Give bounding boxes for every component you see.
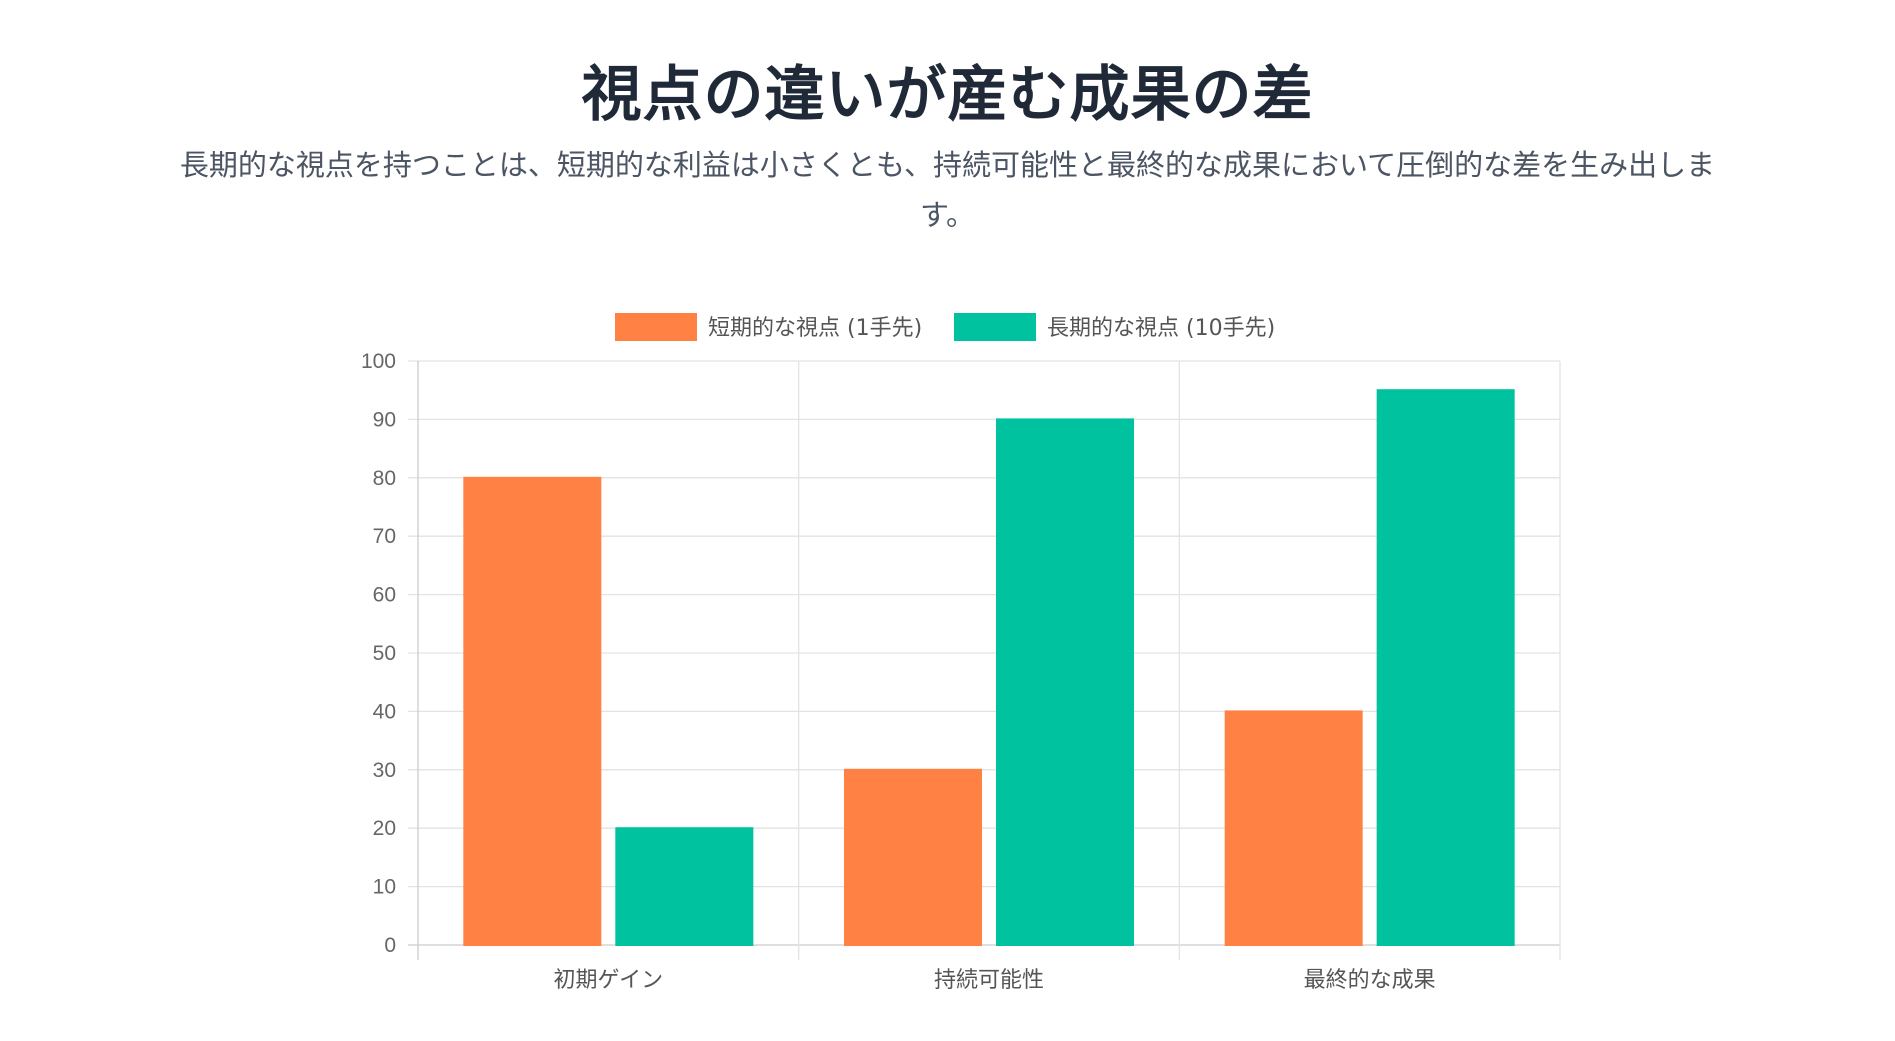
y-tick-label: 70 (373, 525, 396, 548)
x-tick-label: 持続可能性 (934, 968, 1044, 993)
page-title: 視点の違いが産む成果の差 (581, 60, 1314, 130)
bar-long-term-0[interactable] (615, 827, 754, 947)
x-tick-label: 初期ゲイン (554, 968, 664, 993)
page-subtitle: 長期的な視点を持つことは、短期的な利益は小さくとも、持続可能性と最終的な成果にお… (179, 148, 1716, 232)
y-tick-label: 10 (373, 876, 396, 899)
bar-short-term-2[interactable] (1224, 710, 1363, 947)
bar-long-term-1[interactable] (996, 418, 1134, 946)
bar-long-term-2[interactable] (1376, 389, 1515, 946)
legend-label-short-term[interactable]: 短期的な視点 (1手先) (708, 316, 922, 341)
bar-short-term-0[interactable] (463, 476, 602, 946)
legend-label-long-term[interactable]: 長期的な視点 (10手先) (1047, 316, 1275, 341)
legend-swatch-short-term[interactable] (615, 313, 697, 341)
x-tick-label: 最終的な成果 (1304, 968, 1436, 993)
y-tick-label: 100 (361, 350, 396, 373)
bar-short-term-1[interactable] (844, 768, 982, 946)
y-tick-label: 40 (373, 700, 396, 723)
y-tick-label: 20 (373, 817, 396, 840)
y-tick-label: 90 (373, 408, 396, 431)
y-tick-label: 0 (384, 934, 396, 957)
y-tick-label: 80 (373, 467, 396, 490)
y-tick-label: 30 (373, 759, 396, 782)
y-tick-label: 60 (373, 584, 396, 607)
legend-swatch-long-term[interactable] (954, 313, 1036, 341)
y-tick-label: 50 (373, 642, 396, 665)
